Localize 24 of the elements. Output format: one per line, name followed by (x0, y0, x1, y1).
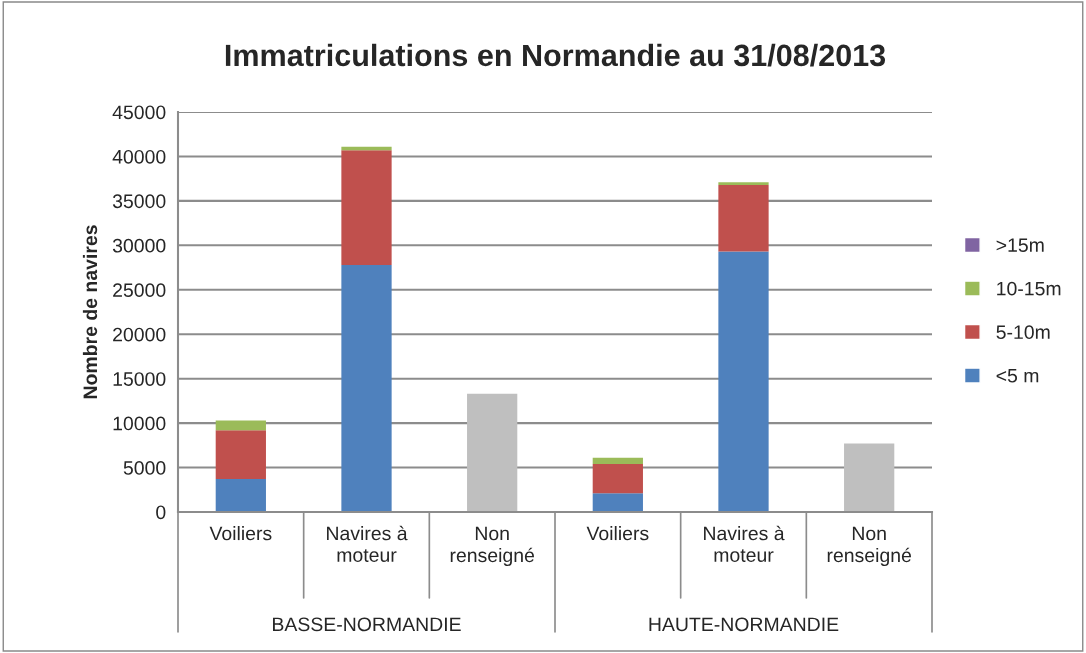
legend-label: <5 m (996, 368, 1039, 383)
chart-title: Immatriculations en Normandie au 31/08/2013 (225, 43, 886, 67)
x-tick-label: Navires à moteur (327, 525, 408, 562)
y-tick-label: 0 (156, 505, 166, 520)
y-axis-title: Nombre de navires (82, 225, 98, 399)
text: BASSE-NORMANDIE (273, 617, 461, 632)
text: HAUTE-NORMANDIE (649, 617, 839, 632)
x-tick-label: Non renseigné (450, 526, 535, 567)
y-tick-label: 5000 (123, 461, 166, 475)
y-tick-label: 45000 (112, 105, 166, 120)
x-tick-label: Voiliers (209, 526, 272, 541)
y-tick-label: 10000 (113, 416, 166, 431)
y-tick-label: 25000 (113, 283, 166, 298)
x-tick-label: Non renseigné (827, 526, 912, 567)
y-tick-label: 35000 (112, 194, 166, 209)
legend-label: 10-15m (997, 281, 1061, 296)
y-tick-label: 20000 (113, 327, 166, 342)
y-tick-label: 15000 (113, 372, 166, 386)
x-tick-label: Voiliers (586, 526, 649, 541)
y-tick-label: 40000 (112, 149, 166, 164)
x-tick-label: Navires à moteur (704, 525, 785, 562)
y-tick-label: 30000 (112, 238, 166, 253)
legend-label: 5-10m (996, 325, 1050, 340)
legend-label: >15m (996, 238, 1044, 253)
